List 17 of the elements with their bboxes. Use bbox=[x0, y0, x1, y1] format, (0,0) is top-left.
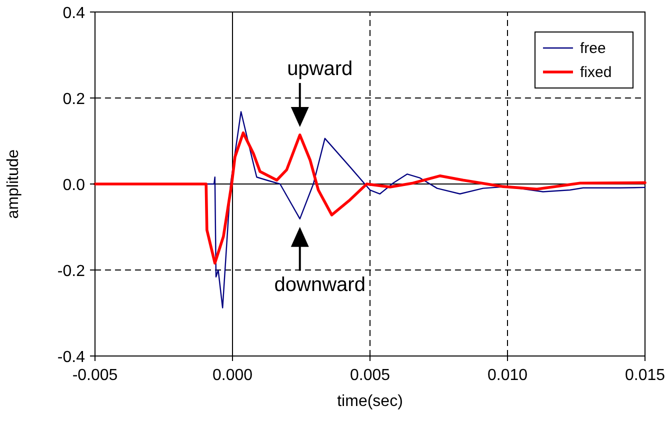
annotation: upward bbox=[287, 58, 353, 80]
line-series bbox=[94, 131, 646, 265]
x-tick-label: 0.015 bbox=[624, 367, 666, 384]
y-tick-label: 0.2 bbox=[62, 91, 86, 108]
y-tick-label: 0.0 bbox=[62, 177, 86, 194]
x-axis-title: time(sec) bbox=[337, 393, 403, 410]
x-tick-label: 0.010 bbox=[487, 367, 528, 384]
legend-label: fixed bbox=[580, 64, 612, 81]
x-tick-label: -0.005 bbox=[72, 367, 118, 384]
annotation: downward bbox=[274, 274, 366, 296]
y-tick-label: 0.4 bbox=[62, 5, 86, 22]
legend-label: free bbox=[580, 40, 606, 57]
y-axis-title: amplitude bbox=[5, 149, 22, 219]
x-tick-label: 0.000 bbox=[212, 367, 253, 384]
y-tick-label: -0.2 bbox=[57, 263, 86, 280]
y-tick-label: -0.4 bbox=[57, 349, 86, 366]
x-tick-label: 0.005 bbox=[350, 367, 390, 384]
